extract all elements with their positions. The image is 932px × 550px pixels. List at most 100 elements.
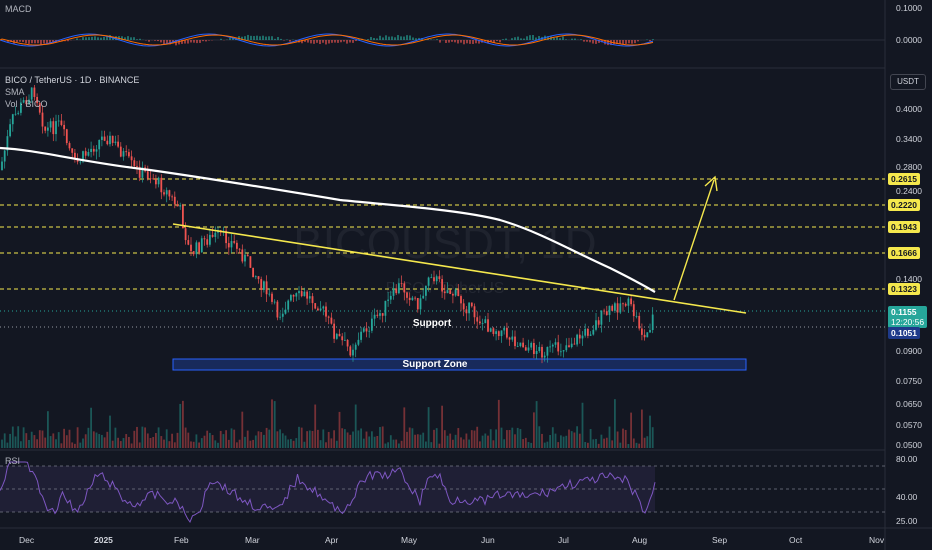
candle-body	[122, 151, 125, 157]
volume-bar	[74, 443, 76, 448]
volume-bar	[292, 440, 295, 448]
candle-body	[400, 283, 403, 285]
volume-bar	[211, 435, 214, 448]
candle-body	[551, 344, 554, 347]
volume-bar	[246, 430, 249, 448]
candle-body	[165, 190, 168, 195]
volume-bar	[244, 436, 246, 448]
macd-histogram-bar	[493, 40, 495, 43]
candle-body	[6, 136, 9, 151]
volume-bar	[519, 429, 522, 448]
volume-bar	[551, 427, 554, 448]
volume-bar	[141, 426, 144, 448]
candle-body	[17, 112, 20, 114]
volume-bar	[641, 409, 643, 448]
volume-bar	[549, 435, 551, 448]
bar-countdown: 12:20:56	[891, 317, 925, 327]
macd-histogram-bar	[478, 40, 480, 44]
macd-histogram-bar	[31, 40, 33, 44]
volume-bar	[254, 435, 257, 448]
macd-histogram-bar	[529, 35, 531, 40]
candle-body	[325, 306, 327, 317]
price-axis-label: 0.0570	[896, 420, 922, 430]
candle-body	[227, 243, 230, 248]
macd-histogram-bar	[25, 40, 27, 44]
candle-body	[179, 205, 182, 207]
macd-histogram-bar	[136, 39, 138, 40]
volume-label[interactable]: Vol · BICO	[5, 99, 48, 109]
macd-histogram-bar	[328, 40, 330, 44]
candle-body	[149, 178, 152, 180]
macd-histogram-bar	[406, 35, 408, 40]
candle-body	[425, 285, 427, 296]
macd-label[interactable]: MACD	[5, 4, 32, 14]
volume-bar	[503, 439, 506, 448]
price-axis-label: 0.0750	[896, 376, 922, 386]
candle-body	[495, 331, 497, 334]
macd-histogram-bar	[334, 40, 336, 43]
candle-body	[300, 291, 303, 297]
volume-bar	[214, 440, 217, 448]
volume-bar	[400, 440, 403, 448]
candle-body	[295, 293, 298, 297]
macd-histogram-bar	[307, 40, 309, 43]
macd-histogram-bar	[250, 35, 252, 40]
volume-bar	[635, 442, 638, 448]
sma-label[interactable]: SMA	[5, 87, 25, 97]
candle-body	[160, 177, 163, 193]
macd-histogram-bar	[205, 40, 207, 42]
macd-histogram-bar	[121, 36, 123, 40]
candle-body	[438, 276, 441, 280]
volume-bar	[643, 437, 646, 448]
volume-bar	[47, 411, 49, 448]
macd-histogram-bar	[397, 35, 399, 40]
volume-bar	[500, 427, 503, 448]
macd-histogram-bar	[625, 40, 627, 44]
volume-bar	[622, 428, 624, 448]
volume-bar	[230, 428, 233, 448]
candle-body	[57, 120, 60, 122]
volume-bar	[298, 426, 300, 448]
candle-body	[125, 151, 128, 153]
candle-body	[55, 121, 57, 135]
rsi-label[interactable]: RSI	[5, 456, 21, 466]
candle-body	[65, 129, 68, 144]
candle-body	[395, 288, 398, 294]
symbol-title[interactable]: BICO / TetherUS · 1D · BINANCE	[5, 75, 140, 85]
candle-body	[492, 328, 495, 334]
currency-button[interactable]: USDT	[890, 74, 926, 90]
volume-bar	[138, 442, 141, 448]
candle-body	[11, 114, 14, 125]
volume-bar	[276, 431, 279, 448]
volume-bar	[136, 426, 138, 448]
candle-body	[90, 148, 92, 152]
candle-body	[624, 303, 627, 306]
volume-bar	[241, 411, 244, 448]
candle-body	[279, 316, 281, 318]
macd-histogram-bar	[112, 37, 114, 40]
candle-body	[60, 120, 63, 125]
level-tag: 0.1323	[888, 283, 920, 295]
macd-histogram-bar	[220, 38, 222, 40]
candle-body	[527, 347, 530, 351]
candle-body	[233, 241, 236, 243]
macd-histogram-bar	[262, 35, 264, 40]
volume-bar	[416, 434, 419, 448]
volume-bar	[117, 437, 119, 448]
macd-histogram-bar	[91, 36, 93, 40]
volume-bar	[398, 443, 400, 448]
macd-histogram-bar	[331, 40, 333, 43]
volume-bar	[76, 427, 79, 448]
candle-body	[543, 355, 546, 358]
candle-body	[360, 331, 362, 340]
volume-bar	[192, 441, 195, 448]
macd-histogram-bar	[463, 40, 465, 45]
macd-histogram-bar	[61, 40, 63, 41]
candle-body	[389, 295, 392, 300]
volume-bar	[49, 436, 52, 448]
candle-body	[1, 161, 3, 170]
candle-body	[446, 290, 449, 294]
volume-bar	[284, 435, 287, 448]
macd-histogram-bar	[574, 38, 576, 40]
